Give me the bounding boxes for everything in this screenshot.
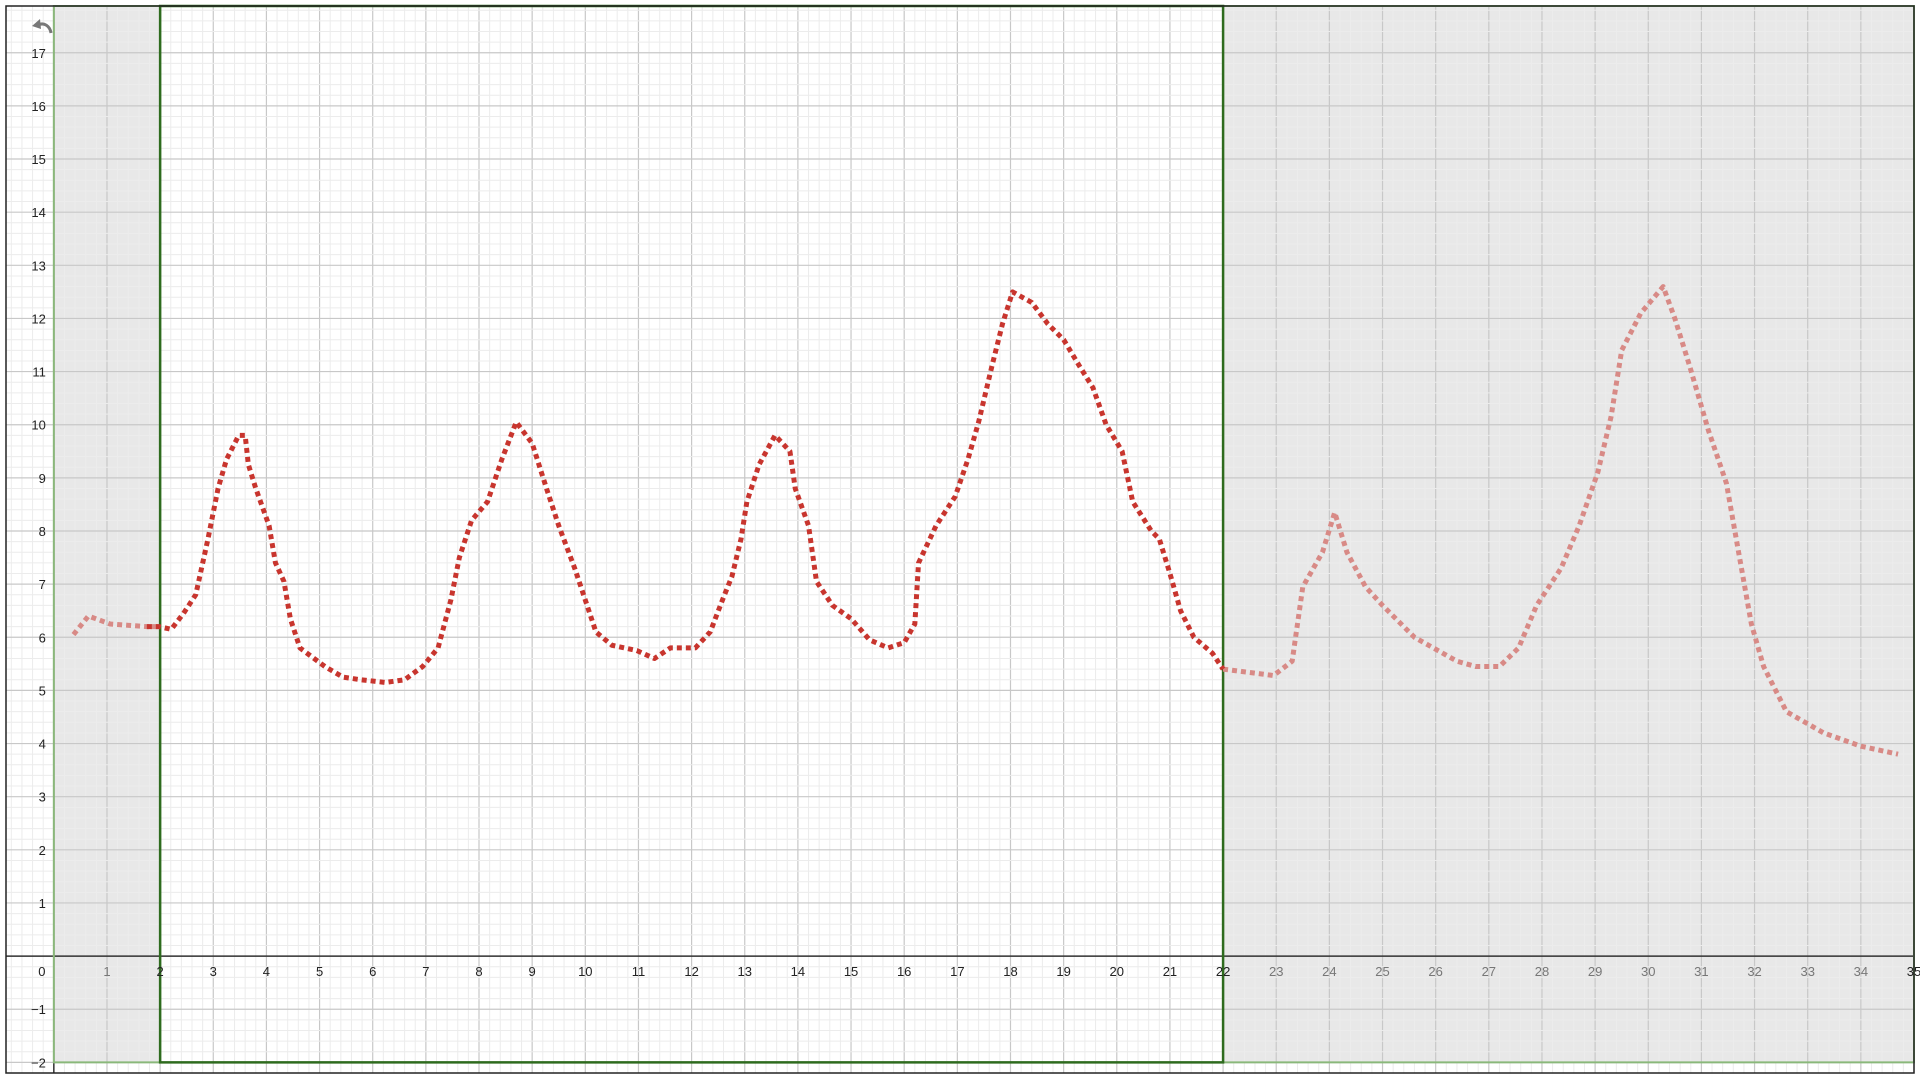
x-tick-label: 1: [103, 964, 110, 979]
x-tick-label: 7: [422, 964, 429, 979]
x-tick-label: 12: [684, 964, 698, 979]
x-tick-label: 13: [738, 964, 752, 979]
x-tick-label: 28: [1535, 964, 1549, 979]
x-tick-label: 26: [1428, 964, 1442, 979]
y-tick-label: 11: [32, 365, 46, 380]
y-tick-label: 9: [39, 471, 46, 486]
x-tick-label: 11: [632, 964, 646, 979]
shaded-region: [1223, 6, 1914, 1063]
x-tick-label: 15: [844, 964, 858, 979]
x-tick-label: 19: [1056, 964, 1070, 979]
y-tick-label: 8: [39, 524, 46, 539]
x-tick-label: 2: [157, 964, 164, 979]
x-tick-label: 30: [1641, 964, 1655, 979]
x-tick-label: 16: [897, 964, 911, 979]
x-tick-label: 4: [263, 964, 270, 979]
data-line: [71, 284, 1899, 757]
x-tick-label: 23: [1269, 964, 1283, 979]
y-tick-label: 4: [39, 737, 46, 752]
x-tick-label: 9: [529, 964, 536, 979]
y-tick-label: 3: [39, 790, 46, 805]
y-tick-label: −2: [31, 1055, 46, 1070]
x-tick-label: 10: [578, 964, 592, 979]
y-tick-label: 7: [39, 577, 46, 592]
tick-labels: 0 1 2 3 4 5 6 7 8 9 10 11 12 13 14 15 16 17 18 19 20 21 22 23 24…: [31, 46, 1920, 1071]
y-tick-label: 13: [31, 258, 45, 273]
y-tick-label: 15: [31, 152, 45, 167]
series-line-selected: [146, 289, 1226, 685]
x-tick-label: 0: [38, 964, 45, 979]
x-tick-label: 8: [475, 964, 482, 979]
x-tick-label: 18: [1003, 964, 1017, 979]
y-tick-label: 6: [39, 630, 46, 645]
x-tick-label: 25: [1375, 964, 1389, 979]
x-tick-label: 32: [1747, 964, 1761, 979]
y-tick-label: 1: [39, 896, 46, 911]
x-tick-label: 29: [1588, 964, 1602, 979]
y-tick-label: 12: [31, 311, 45, 326]
x-tick-label: 21: [1163, 964, 1177, 979]
x-tick-label: 34: [1854, 964, 1868, 979]
y-tick-label: 2: [39, 843, 46, 858]
y-tick-label: 17: [31, 46, 45, 61]
x-tick-label: 20: [1110, 964, 1124, 979]
undo-arrow-icon[interactable]: [30, 16, 56, 38]
y-tick-label: 14: [31, 205, 45, 220]
plot-frame: [5, 5, 1915, 1074]
x-tick-label: 31: [1694, 964, 1708, 979]
x-tick-label: 22: [1216, 964, 1230, 979]
x-tick-label: 24: [1322, 964, 1336, 979]
x-tick-label: 17: [950, 964, 964, 979]
x-tick-label: 3: [210, 964, 217, 979]
x-tick-label: 6: [369, 964, 376, 979]
x-tick-label: 27: [1482, 964, 1496, 979]
x-tick-label: 33: [1800, 964, 1814, 979]
x-tick-label: 5: [316, 964, 323, 979]
y-tick-label: −1: [31, 1002, 46, 1017]
y-tick-label: 10: [31, 418, 45, 433]
x-tick-label: 14: [791, 964, 805, 979]
y-tick-label: 5: [39, 683, 46, 698]
y-tick-label: 16: [31, 99, 45, 114]
series-line-outside-right: [1222, 284, 1899, 757]
